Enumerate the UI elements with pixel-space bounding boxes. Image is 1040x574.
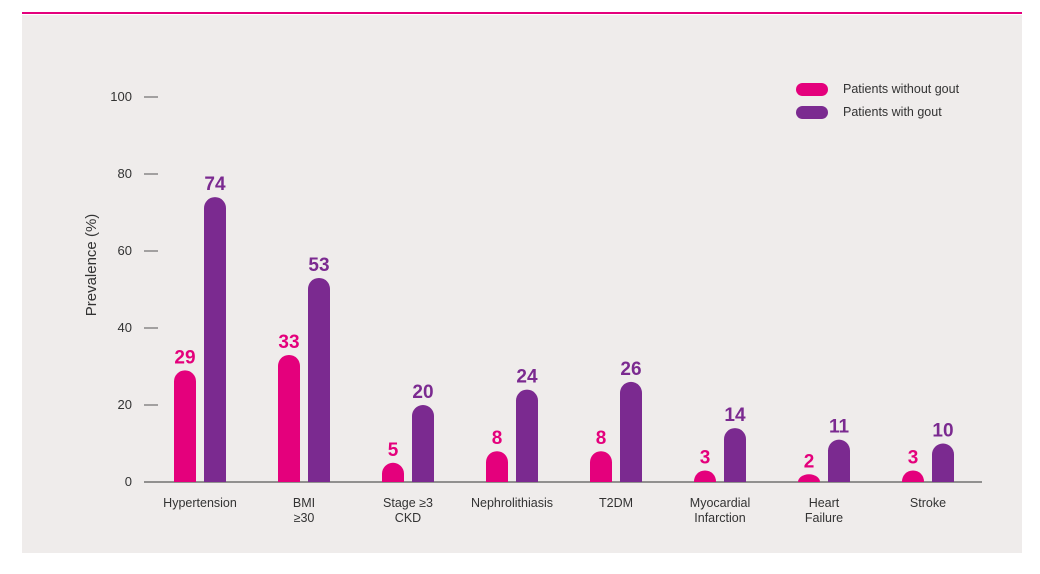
value-label-without-gout: 5: [388, 440, 399, 461]
bar-without-gout: [382, 462, 404, 482]
bar-with-gout: [724, 428, 746, 482]
value-label-with-gout: 24: [516, 367, 538, 388]
category-label: Heart: [809, 496, 840, 510]
category-label: Stroke: [910, 496, 946, 510]
category-label: CKD: [395, 511, 421, 525]
bar-with-gout: [204, 197, 226, 482]
bar-with-gout: [516, 389, 538, 482]
value-label-without-gout: 3: [700, 447, 711, 468]
value-label-without-gout: 8: [492, 428, 503, 449]
value-label-without-gout: 3: [908, 447, 919, 468]
y-tick-label: 20: [118, 397, 132, 412]
bar-with-gout: [620, 381, 642, 482]
legend-label-without-gout: Patients without gout: [843, 82, 960, 96]
category-label: Failure: [805, 511, 843, 525]
y-axis-label: Prevalence (%): [83, 214, 100, 317]
category-label: Hypertension: [163, 496, 237, 510]
bar-with-gout: [308, 277, 330, 482]
value-label-with-gout: 53: [308, 255, 329, 276]
y-tick-label: 100: [110, 89, 132, 104]
bar-without-gout: [486, 451, 508, 482]
value-label-with-gout: 14: [724, 405, 746, 426]
category-label: Nephrolithiasis: [471, 496, 553, 510]
value-label-with-gout: 26: [620, 359, 641, 380]
category-label: Stage ≥3: [383, 496, 433, 510]
value-label-without-gout: 29: [174, 347, 195, 368]
value-label-with-gout: 10: [932, 421, 953, 442]
bar-without-gout: [174, 370, 196, 482]
y-tick-label: 0: [125, 474, 132, 489]
value-label-without-gout: 2: [804, 451, 815, 472]
bar-without-gout: [590, 451, 612, 482]
bar-with-gout: [412, 405, 434, 482]
bar-without-gout: [902, 470, 924, 482]
y-tick-label: 60: [118, 243, 132, 258]
header-accent-line: [22, 12, 1022, 14]
legend-swatch-without-gout: [796, 83, 828, 96]
value-label-with-gout: 20: [412, 382, 433, 403]
value-label-without-gout: 33: [278, 332, 299, 353]
category-label: Myocardial: [690, 496, 750, 510]
legend-label-with-gout: Patients with gout: [843, 105, 942, 119]
category-label: BMI: [293, 496, 315, 510]
category-label: Infarction: [694, 511, 745, 525]
value-label-with-gout: 74: [204, 174, 226, 195]
bar-with-gout: [828, 439, 850, 482]
y-tick-label: 80: [118, 166, 132, 181]
category-label: T2DM: [599, 496, 633, 510]
bar-without-gout: [694, 470, 716, 482]
y-tick-label: 40: [118, 320, 132, 335]
bar-with-gout: [932, 443, 954, 482]
category-label: ≥30: [294, 511, 315, 525]
value-label-with-gout: 11: [829, 417, 850, 438]
value-label-without-gout: 8: [596, 428, 607, 449]
bar-without-gout: [798, 474, 820, 482]
legend-swatch-with-gout: [796, 106, 828, 119]
bar-without-gout: [278, 354, 300, 482]
